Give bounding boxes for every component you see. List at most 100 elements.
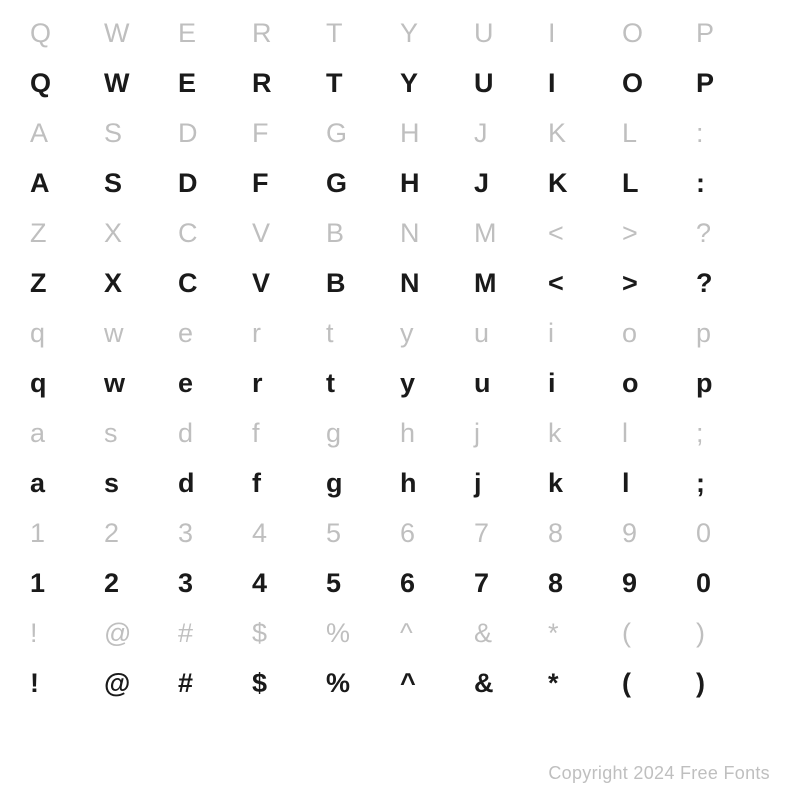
char-cell: % [326, 620, 400, 647]
char-cell: ( [622, 620, 696, 647]
char-cell: K [548, 170, 622, 197]
char-cell: D [178, 120, 252, 147]
char-cell: B [326, 220, 400, 247]
char-cell: Z [30, 220, 104, 247]
char-row: QWERTYUIOP [30, 8, 770, 58]
char-cell: 4 [252, 570, 326, 597]
char-cell: t [326, 320, 400, 347]
char-row: 1234567890 [30, 508, 770, 558]
char-cell: e [178, 320, 252, 347]
char-cell: i [548, 370, 622, 397]
char-cell: f [252, 420, 326, 447]
char-cell: 3 [178, 520, 252, 547]
char-cell: J [474, 120, 548, 147]
char-cell: 1 [30, 520, 104, 547]
char-cell: K [548, 120, 622, 147]
char-cell: 3 [178, 570, 252, 597]
char-cell: l [622, 420, 696, 447]
char-cell: X [104, 220, 178, 247]
char-cell: 8 [548, 520, 622, 547]
char-cell: ? [696, 220, 770, 247]
char-cell: % [326, 670, 400, 697]
char-cell: k [548, 470, 622, 497]
char-cell: ! [30, 620, 104, 647]
char-cell: M [474, 220, 548, 247]
char-cell: D [178, 170, 252, 197]
char-cell: 7 [474, 520, 548, 547]
char-cell: s [104, 470, 178, 497]
char-cell: Y [400, 70, 474, 97]
char-cell: R [252, 70, 326, 97]
char-cell: j [474, 420, 548, 447]
char-cell: 6 [400, 520, 474, 547]
char-cell: 0 [696, 520, 770, 547]
char-cell: V [252, 220, 326, 247]
char-cell: s [104, 420, 178, 447]
character-grid: QWERTYUIOPQWERTYUIOPASDFGHJKL:ASDFGHJKL:… [30, 8, 770, 708]
char-cell: l [622, 470, 696, 497]
char-cell: U [474, 70, 548, 97]
char-cell: W [104, 20, 178, 47]
char-cell: I [548, 20, 622, 47]
char-cell: S [104, 120, 178, 147]
char-cell: 9 [622, 520, 696, 547]
char-cell: R [252, 20, 326, 47]
char-cell: I [548, 70, 622, 97]
char-cell: 2 [104, 520, 178, 547]
char-cell: p [696, 320, 770, 347]
char-cell: 0 [696, 570, 770, 597]
char-cell: > [622, 220, 696, 247]
char-cell: ! [30, 670, 104, 697]
char-row: ASDFGHJKL: [30, 158, 770, 208]
char-cell: E [178, 70, 252, 97]
char-cell: o [622, 320, 696, 347]
char-cell: p [696, 370, 770, 397]
char-cell: ; [696, 420, 770, 447]
char-cell: d [178, 470, 252, 497]
char-row: ZXCVBNM<>? [30, 258, 770, 308]
char-cell: t [326, 370, 400, 397]
char-cell: : [696, 170, 770, 197]
char-cell: M [474, 270, 548, 297]
char-cell: A [30, 170, 104, 197]
char-cell: 1 [30, 570, 104, 597]
char-cell: & [474, 620, 548, 647]
char-cell: T [326, 70, 400, 97]
char-cell: ( [622, 670, 696, 697]
char-cell: N [400, 270, 474, 297]
char-cell: P [696, 70, 770, 97]
char-cell: E [178, 20, 252, 47]
char-cell: ? [696, 270, 770, 297]
char-cell: h [400, 420, 474, 447]
char-cell: C [178, 220, 252, 247]
char-cell: F [252, 120, 326, 147]
char-cell: Y [400, 20, 474, 47]
char-cell: y [400, 320, 474, 347]
char-cell: ^ [400, 620, 474, 647]
char-cell: ) [696, 670, 770, 697]
char-cell: g [326, 420, 400, 447]
char-cell: > [622, 270, 696, 297]
char-cell: q [30, 320, 104, 347]
char-cell: h [400, 470, 474, 497]
char-cell: G [326, 170, 400, 197]
char-cell: ) [696, 620, 770, 647]
char-cell: H [400, 120, 474, 147]
char-cell: Z [30, 270, 104, 297]
char-row: qwertyuiop [30, 308, 770, 358]
char-cell: e [178, 370, 252, 397]
char-cell: $ [252, 670, 326, 697]
char-cell: T [326, 20, 400, 47]
char-row: !@#$%^&*() [30, 608, 770, 658]
char-cell: $ [252, 620, 326, 647]
char-cell: & [474, 670, 548, 697]
char-row: asdfghjkl; [30, 458, 770, 508]
char-cell: J [474, 170, 548, 197]
char-cell: 6 [400, 570, 474, 597]
char-row: QWERTYUIOP [30, 58, 770, 108]
char-cell: 5 [326, 520, 400, 547]
char-cell: O [622, 20, 696, 47]
char-row: ASDFGHJKL: [30, 108, 770, 158]
char-cell: d [178, 420, 252, 447]
char-cell: u [474, 370, 548, 397]
